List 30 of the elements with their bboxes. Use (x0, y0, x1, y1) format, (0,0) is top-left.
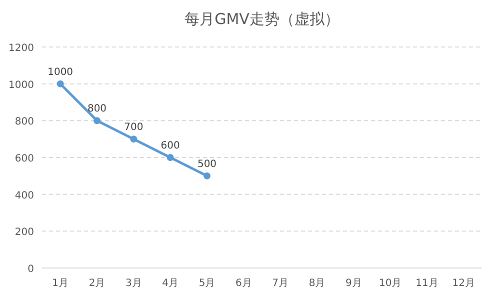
x-tick-label: 11月 (416, 278, 438, 289)
x-tick-label: 3月 (125, 278, 142, 289)
data-label: 500 (197, 158, 217, 170)
x-tick-label: 12月 (452, 278, 476, 289)
x-tick-label: 9月 (345, 278, 362, 289)
y-tick-label: 600 (14, 154, 34, 164)
point (56, 80, 64, 88)
y-tick-label: 800 (14, 116, 34, 128)
chart-title: 每月GMV走势（虚拟） (184, 10, 340, 28)
data-label: 700 (124, 122, 144, 134)
y-tick-label: 400 (14, 190, 34, 202)
x-tick-label: 7月 (272, 278, 289, 289)
point (130, 136, 138, 143)
y-tick-label: 0 (28, 264, 34, 275)
point (204, 172, 210, 180)
y-tick-label: 200 (14, 227, 34, 238)
x-tick-label: 2月 (88, 278, 106, 289)
x-tick-label: 6月 (235, 278, 252, 289)
x-tick-label: 4月 (162, 278, 179, 289)
data-label: 1000 (48, 66, 74, 78)
point (166, 154, 174, 161)
x-tick-label: 1月 (52, 278, 69, 289)
data-label: 600 (160, 140, 180, 152)
point (94, 117, 100, 124)
x-tick-label: 10月 (378, 278, 402, 289)
data-label: 800 (87, 104, 107, 115)
x-tick-label: 5月 (198, 278, 216, 289)
y-tick-label: 1000 (8, 80, 34, 91)
y-tick-label: 1200 (8, 43, 34, 54)
x-tick-label: 8月 (308, 278, 326, 289)
